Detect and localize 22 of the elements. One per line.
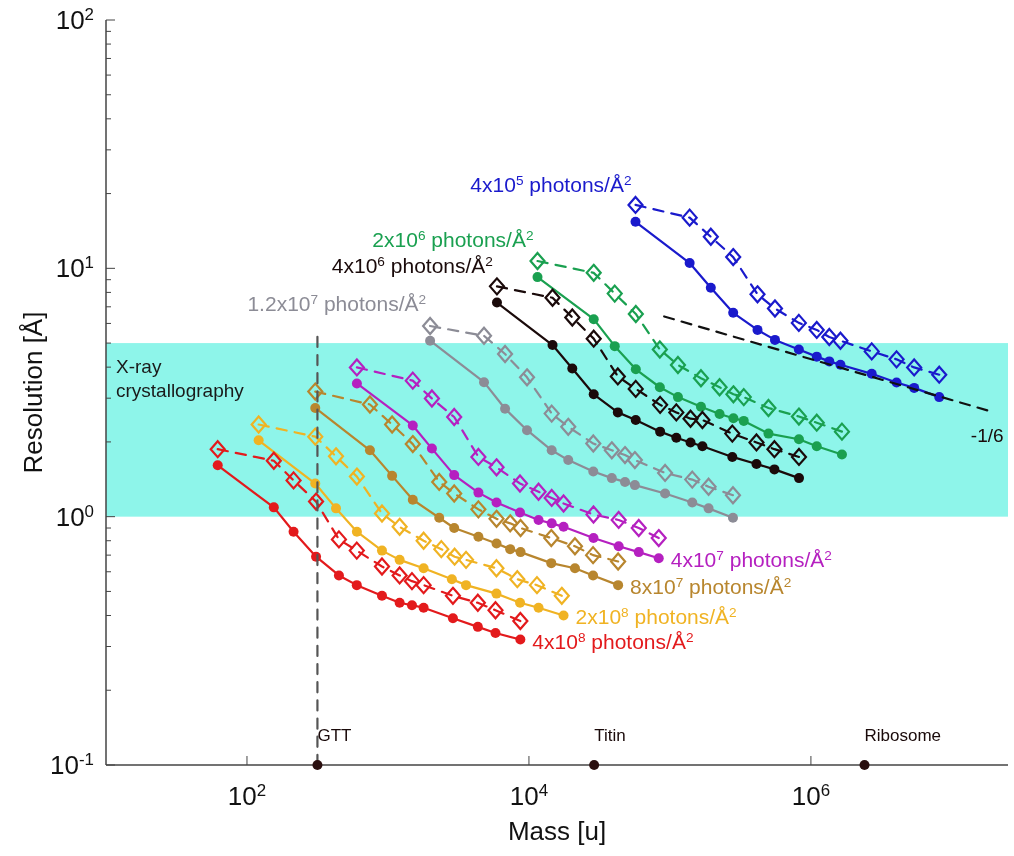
y-tick-label: 10$^{1}$ bbox=[55, 252, 94, 284]
x-axis-title: Mass [u] bbox=[507, 816, 607, 846]
x-tick-label: 10$^{6}$ bbox=[791, 780, 831, 811]
series-label: 2x10$^{8}$ photons/Å$^{2}$ bbox=[575, 604, 737, 629]
x-tick-label: 10$^{2}$ bbox=[227, 780, 267, 811]
y-tick-label: 10$^{0}$ bbox=[55, 501, 94, 532]
x-tick-label: 10$^{4}$ bbox=[509, 780, 549, 811]
series-label: 4x10$^{7}$ photons/Å$^{2}$ bbox=[670, 547, 832, 572]
y-tick-label: 10$^{-1}$ bbox=[50, 749, 94, 780]
y-tick-label: 10$^{2}$ bbox=[55, 4, 94, 35]
series-label: 2x10$^{6}$ photons/Å$^{2}$ bbox=[372, 227, 534, 252]
series-label: 8x10$^{7}$ photons/Å$^{2}$ bbox=[630, 574, 792, 599]
series-label: 4x10$^{6}$ photons/Å$^{2}$ bbox=[331, 253, 493, 277]
series-label: 1.2x10$^{7}$ photons/Å$^{2}$ bbox=[247, 291, 427, 315]
annotation: Ribosome bbox=[864, 726, 942, 745]
annotation: Titin bbox=[594, 726, 626, 745]
band-label: X-ray crystallography bbox=[116, 356, 245, 402]
series-label: 4x10$^{5}$ photons/Å$^{2}$ bbox=[470, 172, 632, 196]
series-label: 4x10$^{8}$ photons/Å$^{2}$ bbox=[532, 629, 694, 653]
annotation: -1/6 bbox=[970, 425, 1004, 447]
annotation: GTT bbox=[317, 726, 352, 745]
y-axis-title: Resolution [Å] bbox=[18, 311, 48, 474]
